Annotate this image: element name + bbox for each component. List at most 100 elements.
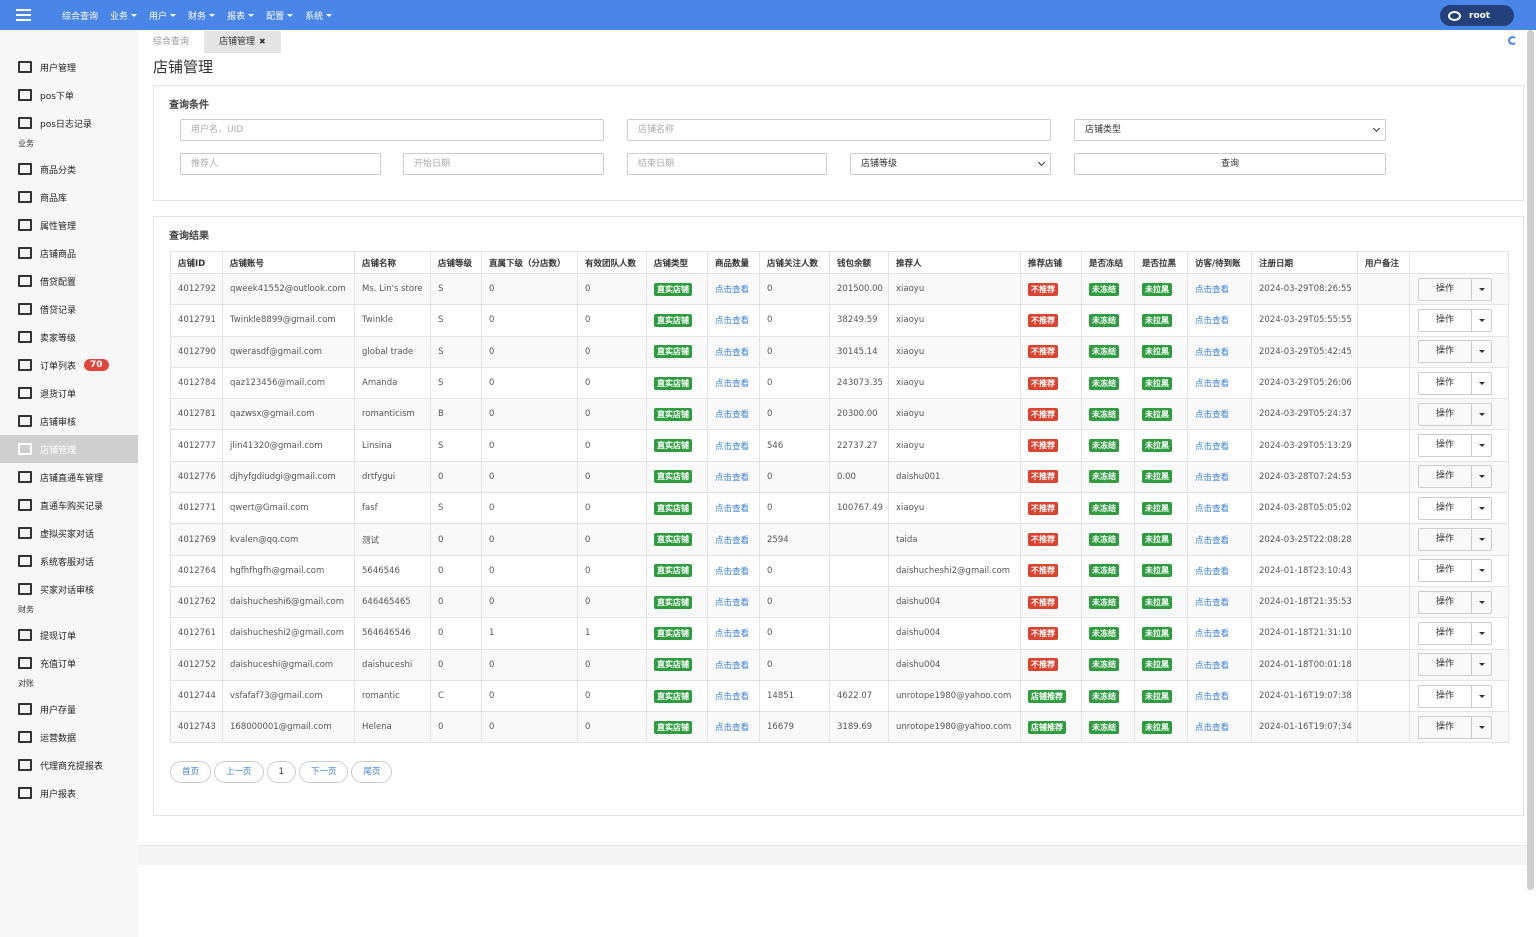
action-button[interactable]: 操作: [1418, 340, 1492, 364]
input-field[interactable]: 推荐人: [180, 153, 381, 175]
sidebar-item[interactable]: 用户报表: [0, 779, 138, 807]
action-caret[interactable]: [1471, 278, 1491, 300]
sidebar-item[interactable]: 订单列表 70: [0, 351, 138, 379]
link[interactable]: 点击查看: [1195, 629, 1230, 640]
link[interactable]: 点击查看: [1195, 723, 1230, 734]
search-button[interactable]: 查询: [1074, 153, 1386, 175]
action-button[interactable]: 操作: [1418, 308, 1492, 332]
sidebar-item[interactable]: 店铺审核: [0, 407, 138, 435]
link[interactable]: 点击查看: [1195, 472, 1230, 483]
link[interactable]: 点击查看: [715, 535, 750, 546]
action-button[interactable]: 操作: [1418, 559, 1492, 583]
sidebar-item[interactable]: 运营数据: [0, 723, 138, 751]
link[interactable]: 点击查看: [715, 316, 750, 327]
link[interactable]: 点击查看: [715, 347, 750, 358]
action-button[interactable]: 操作: [1418, 277, 1492, 301]
input-field[interactable]: 用户名、UID: [180, 119, 604, 141]
page-button[interactable]: 下一页: [298, 761, 349, 783]
input-field[interactable]: 结束日期: [627, 153, 827, 175]
action-button[interactable]: 操作: [1418, 465, 1492, 489]
menu-item[interactable]: 财务: [188, 9, 215, 22]
action-caret[interactable]: [1471, 685, 1491, 707]
page-button[interactable]: 首页: [170, 761, 212, 783]
sidebar-item[interactable]: 商品分类: [0, 155, 138, 183]
link[interactable]: 点击查看: [1195, 410, 1230, 421]
link[interactable]: 点击查看: [715, 472, 750, 483]
tab[interactable]: 综合查询: [138, 31, 204, 53]
link[interactable]: 点击查看: [715, 598, 750, 609]
menu-item[interactable]: 综合查询: [62, 11, 99, 22]
menu-item[interactable]: 用户: [149, 9, 176, 22]
action-button[interactable]: 操作: [1418, 402, 1492, 426]
link[interactable]: 点击查看: [715, 285, 750, 296]
action-button[interactable]: 操作: [1418, 653, 1492, 677]
action-caret[interactable]: [1471, 435, 1491, 457]
link[interactable]: 点击查看: [1195, 504, 1230, 515]
sidebar-item[interactable]: 系统客服对话: [0, 547, 138, 575]
link[interactable]: 点击查看: [1195, 379, 1230, 390]
link[interactable]: 点击查看: [715, 379, 750, 390]
user-menu[interactable]: root: [1440, 5, 1514, 26]
action-button[interactable]: 操作: [1418, 684, 1492, 708]
action-caret[interactable]: [1471, 372, 1491, 394]
link[interactable]: 点击查看: [1195, 347, 1230, 358]
sidebar-item[interactable]: 提现订单: [0, 621, 138, 649]
menu-toggle[interactable]: [16, 9, 31, 11]
select-field[interactable]: 店铺类型: [1074, 119, 1386, 141]
action-button[interactable]: 操作: [1418, 434, 1492, 458]
action-button[interactable]: 操作: [1418, 371, 1492, 395]
link[interactable]: 点击查看: [1195, 566, 1230, 577]
link[interactable]: 点击查看: [1195, 598, 1230, 609]
sidebar-item[interactable]: 属性管理: [0, 211, 138, 239]
refresh-icon[interactable]: [1508, 36, 1517, 45]
link[interactable]: 点击查看: [715, 723, 750, 734]
action-button[interactable]: 操作: [1418, 496, 1492, 520]
sidebar-item[interactable]: 充值订单: [0, 649, 138, 677]
page-button[interactable]: 1: [266, 761, 296, 783]
sidebar-item[interactable]: 退货订单: [0, 379, 138, 407]
action-caret[interactable]: [1471, 403, 1491, 425]
link[interactable]: 点击查看: [1195, 692, 1230, 702]
link[interactable]: 点击查看: [1195, 660, 1230, 671]
link[interactable]: 点击查看: [715, 566, 750, 577]
link[interactable]: 点击查看: [715, 629, 750, 640]
sidebar-item[interactable]: 代理商充提报表: [0, 751, 138, 779]
menu-item[interactable]: 报表: [227, 9, 254, 22]
sidebar-item[interactable]: 用户管理: [0, 53, 138, 81]
input-field[interactable]: 开始日期: [403, 153, 604, 175]
sidebar-item[interactable]: pos日志记录: [0, 109, 138, 137]
tab[interactable]: 店铺管理 ✖: [204, 31, 281, 53]
sidebar-item[interactable]: pos下单: [0, 81, 138, 109]
tab-close[interactable]: ✖: [259, 37, 266, 46]
sidebar-item[interactable]: 买家对话审核: [0, 575, 138, 603]
menu-item[interactable]: 系统: [305, 9, 332, 22]
menu-item[interactable]: 配置: [266, 9, 293, 22]
sidebar-item[interactable]: 店铺管理: [0, 435, 138, 463]
action-caret[interactable]: [1471, 497, 1491, 519]
link[interactable]: 点击查看: [1195, 316, 1230, 327]
link[interactable]: 点击查看: [715, 410, 750, 421]
action-caret[interactable]: [1471, 716, 1491, 738]
sidebar-item[interactable]: 商品库: [0, 183, 138, 211]
link[interactable]: 点击查看: [715, 660, 750, 671]
sidebar-item[interactable]: 店铺商品: [0, 239, 138, 267]
action-button[interactable]: 操作: [1418, 590, 1492, 614]
link[interactable]: 点击查看: [1195, 441, 1230, 452]
link[interactable]: 点击查看: [715, 692, 750, 702]
action-button[interactable]: 操作: [1418, 621, 1492, 645]
menu-item[interactable]: 业务: [110, 9, 137, 22]
sidebar-item[interactable]: 卖家等级: [0, 323, 138, 351]
action-caret[interactable]: [1471, 309, 1491, 331]
link[interactable]: 点击查看: [715, 441, 750, 452]
sidebar-item[interactable]: 借贷记录: [0, 295, 138, 323]
action-caret[interactable]: [1471, 591, 1491, 613]
sidebar-item[interactable]: 借贷配置: [0, 267, 138, 295]
select-field[interactable]: 店铺等级: [850, 153, 1051, 175]
sidebar-item[interactable]: 虚拟买家对话: [0, 519, 138, 547]
link[interactable]: 点击查看: [1195, 535, 1230, 546]
action-caret[interactable]: [1471, 560, 1491, 582]
scrollbar[interactable]: [1527, 30, 1534, 890]
action-caret[interactable]: [1471, 466, 1491, 488]
action-caret[interactable]: [1471, 622, 1491, 644]
action-button[interactable]: 操作: [1418, 528, 1492, 552]
